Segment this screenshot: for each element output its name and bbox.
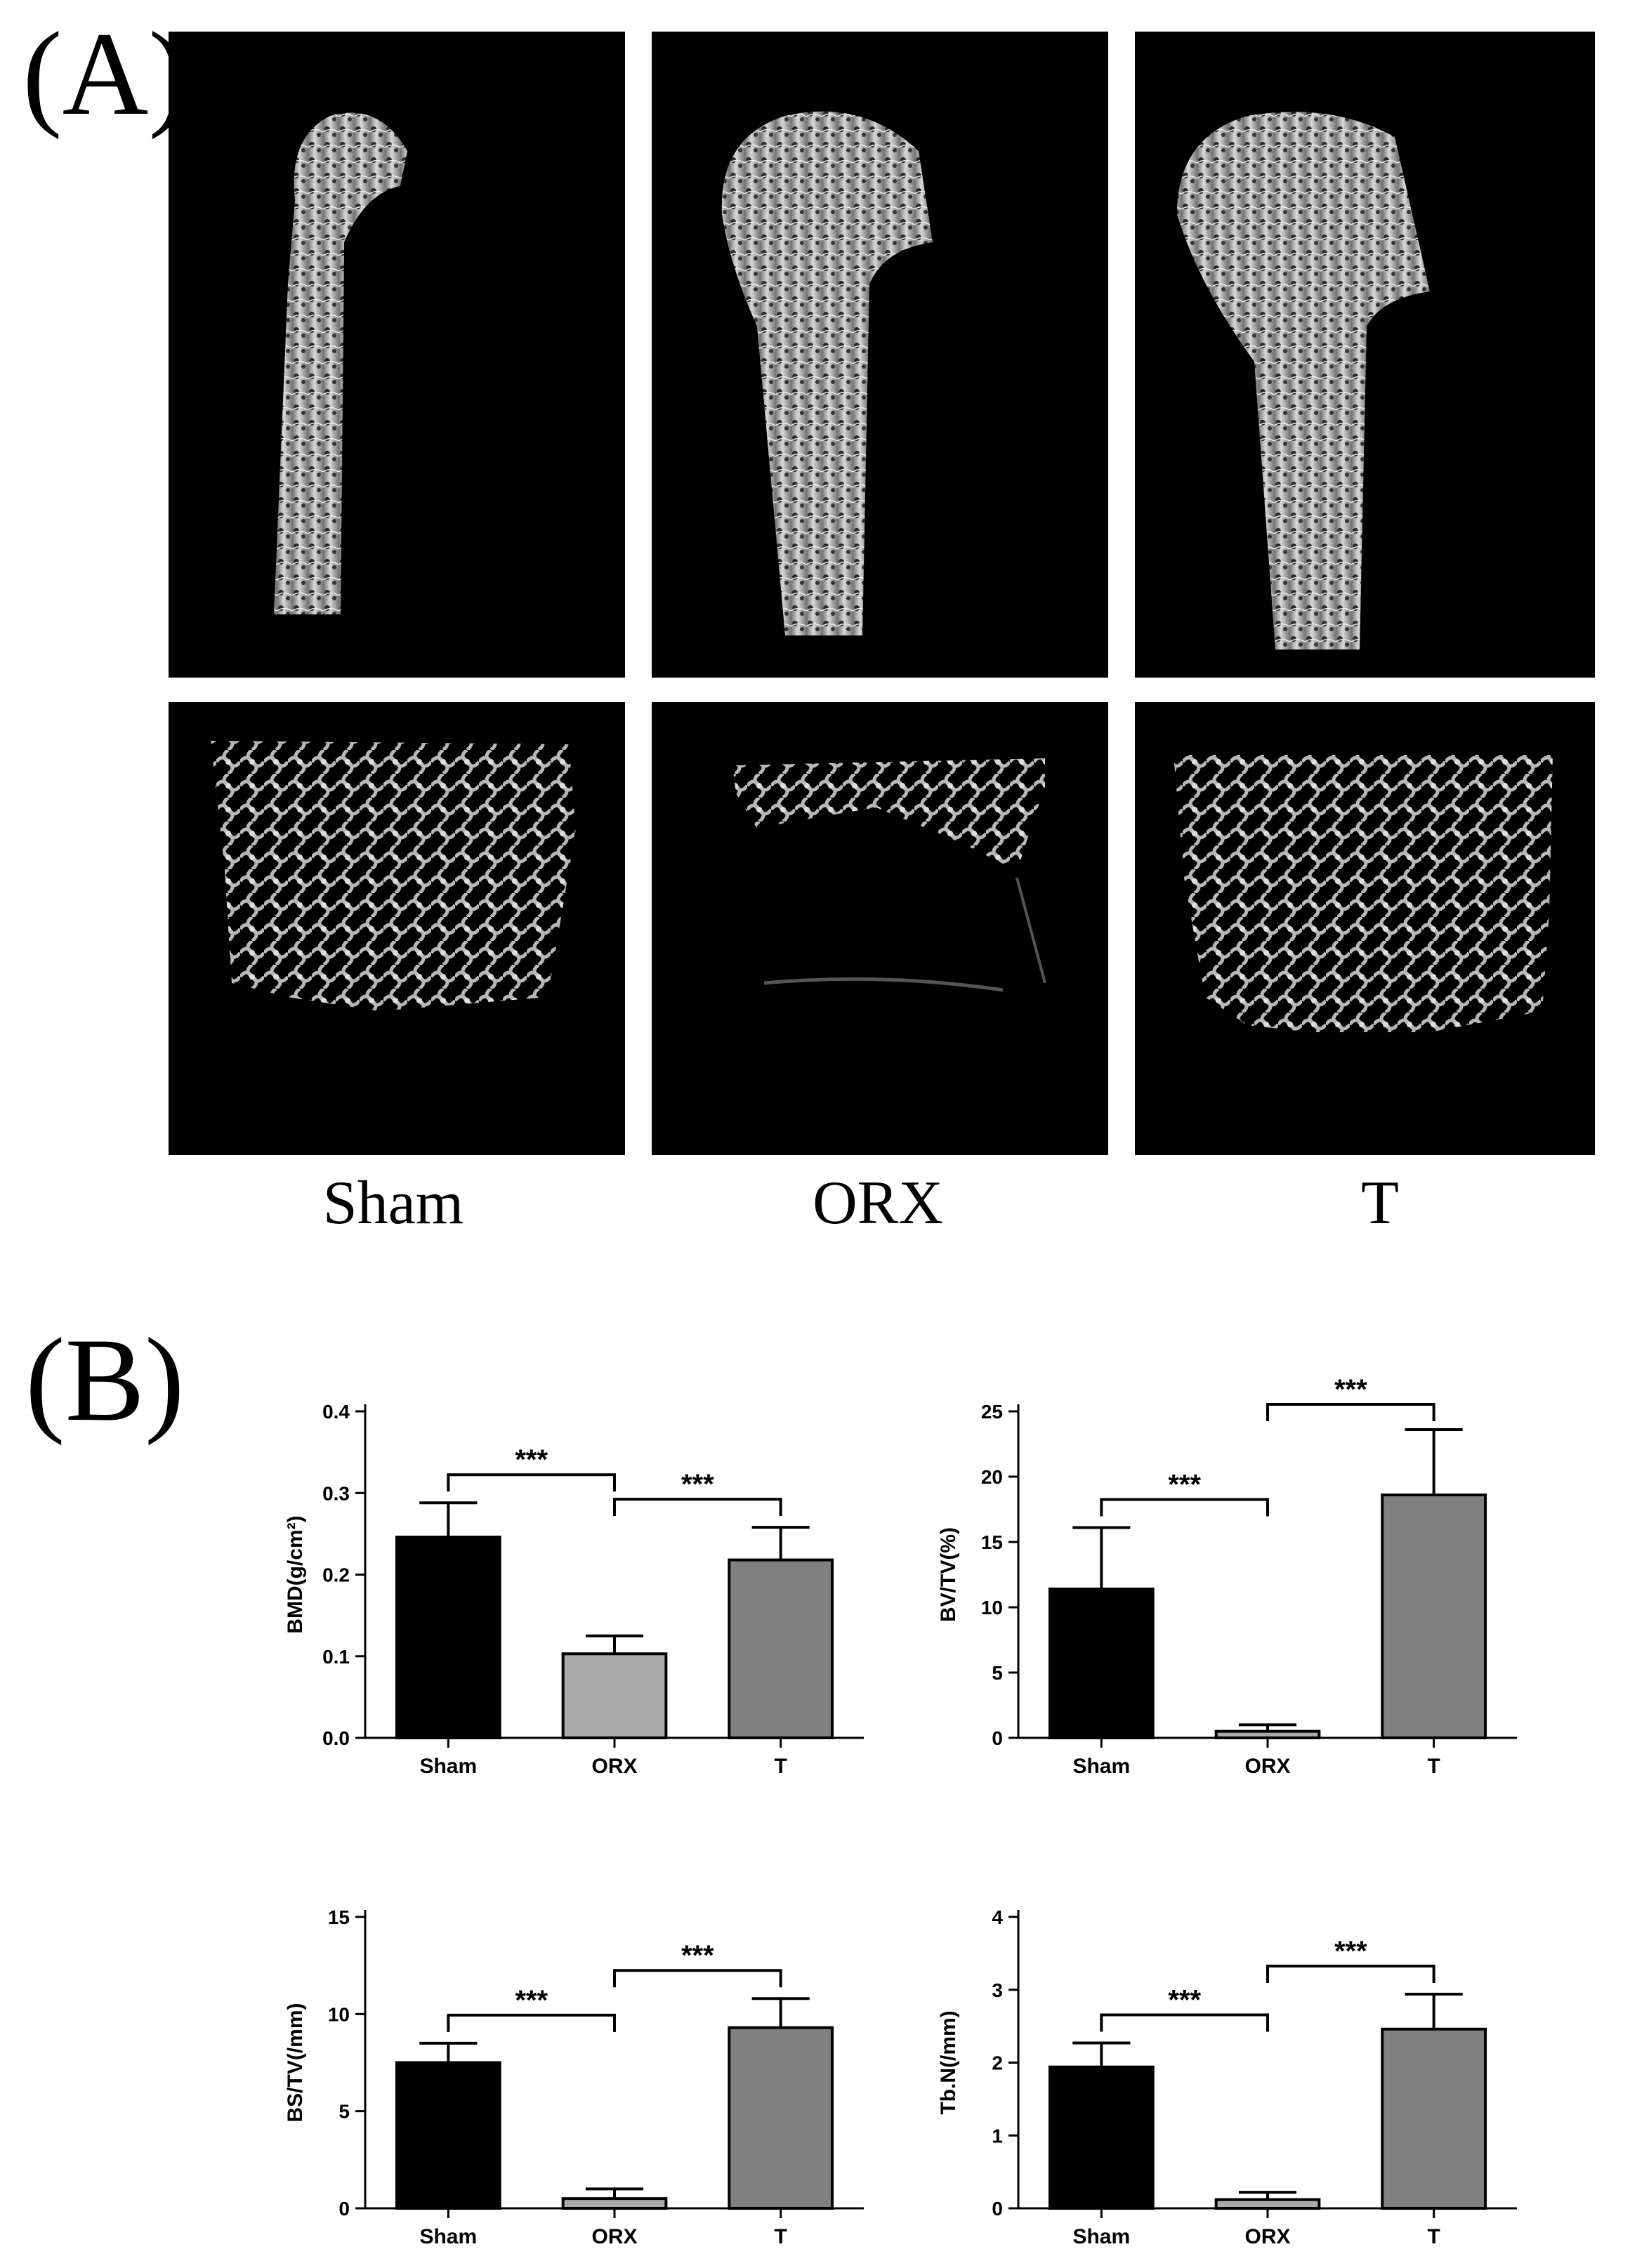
significance-label: *** — [681, 1940, 714, 1971]
bar-t — [728, 2026, 834, 2210]
bar-orx — [1214, 2198, 1321, 2210]
x-tick-label: Sham — [1072, 2225, 1130, 2248]
chart-tb-n: Tb.N(/mm) 0 1 2 3 4 Sham ORX T *** *** — [927, 1868, 1545, 2268]
femur-image-orx — [652, 32, 1108, 678]
bar-sham — [1048, 1587, 1155, 1739]
x-tick-label: Sham — [419, 2225, 477, 2248]
bar-orx — [561, 1652, 668, 1740]
significance-label: *** — [515, 1444, 548, 1475]
significance-label: *** — [1168, 1470, 1201, 1501]
bar-sham — [395, 2061, 501, 2210]
trabecular-image-sham — [169, 702, 625, 1155]
x-tick-label: ORX — [591, 1755, 637, 1778]
y-tick-label: 2 — [992, 2052, 1003, 2074]
x-tick-label: T — [1428, 2225, 1440, 2248]
x-tick-label: T — [775, 1755, 787, 1778]
y-tick-label: 0.3 — [322, 1482, 350, 1504]
panel-a-label: (A) — [22, 8, 188, 140]
y-tick-label: 15 — [328, 1906, 350, 1928]
trabecular-image-orx — [652, 702, 1108, 1155]
panel-b-label: (B) — [25, 1314, 185, 1446]
x-tick-label: Sham — [1072, 1755, 1130, 1778]
group-label-t: T — [1361, 1169, 1399, 1237]
significance-label: *** — [1168, 1984, 1201, 2015]
y-tick-label: 0.2 — [322, 1564, 350, 1586]
significance-bracket — [447, 1473, 616, 1492]
y-tick-label: 0.4 — [322, 1401, 350, 1423]
trabecular-image-t — [1135, 702, 1595, 1155]
bar-orx — [1214, 1729, 1321, 1740]
bar-orx — [561, 2197, 668, 2210]
chart-bs-tv: BS/TV(/mm) 0 5 10 15 Sham ORX T *** *** — [274, 1868, 892, 2268]
significance-label: *** — [515, 1985, 548, 2016]
x-tick-label: ORX — [1244, 2225, 1290, 2248]
y-tick-label: 25 — [981, 1401, 1003, 1423]
bar-sham — [395, 1536, 501, 1739]
y-tick-label: 0 — [992, 2198, 1003, 2220]
y-tick-label: 0 — [339, 2198, 350, 2220]
significance-label: *** — [681, 1469, 714, 1500]
chart-bv-tv: BV/TV(%) 0 5 10 15 20 25 Sham ORX T *** *** — [927, 1362, 1545, 1798]
y-axis-label: BS/TV(/mm) — [284, 2003, 307, 2122]
y-tick-label: 10 — [328, 2003, 350, 2025]
y-tick-label: 4 — [992, 1906, 1003, 1928]
y-tick-label: 15 — [981, 1531, 1003, 1553]
x-tick-label: T — [775, 2225, 787, 2248]
y-tick-label: 5 — [992, 1662, 1003, 1684]
y-axis-label: BMD(g/cm²) — [284, 1515, 307, 1633]
x-tick-label: ORX — [591, 2225, 637, 2248]
y-tick-label: 1 — [992, 2125, 1003, 2147]
x-tick-label: ORX — [1244, 1755, 1290, 1778]
x-tick-label: Sham — [419, 1755, 477, 1778]
y-tick-label: 3 — [992, 1979, 1003, 2001]
significance-bracket — [1100, 2013, 1269, 2032]
y-tick-label: 10 — [981, 1597, 1003, 1618]
bar-t — [1381, 2027, 1487, 2210]
x-tick-label: T — [1428, 1755, 1440, 1778]
y-tick-label: 0.0 — [322, 1727, 350, 1749]
significance-label: *** — [1334, 1936, 1367, 1967]
significance-label: *** — [1334, 1374, 1367, 1405]
significance-bracket — [613, 1969, 782, 1988]
y-tick-label: 0.1 — [322, 1646, 350, 1668]
y-axis-label: Tb.N(/mm) — [937, 2010, 960, 2114]
femur-image-t — [1135, 32, 1595, 678]
group-label-sham: Sham — [322, 1169, 464, 1237]
y-axis-label: BV/TV(%) — [937, 1527, 960, 1622]
y-tick-label: 20 — [981, 1466, 1003, 1488]
y-tick-label: 0 — [992, 1727, 1003, 1749]
bar-t — [1381, 1494, 1487, 1739]
bar-t — [728, 1558, 834, 1740]
bar-sham — [1048, 2065, 1155, 2210]
significance-bracket — [1266, 1403, 1435, 1421]
group-label-orx: ORX — [813, 1169, 943, 1237]
femur-image-sham — [169, 32, 625, 678]
chart-bmd: BMD(g/cm²) 0.0 0.1 0.2 0.3 0.4 Sham ORX T *** *** — [274, 1362, 892, 1798]
significance-bracket — [613, 1498, 782, 1517]
significance-bracket — [1100, 1498, 1269, 1517]
significance-bracket — [447, 2013, 616, 2032]
y-tick-label: 5 — [339, 2101, 350, 2123]
significance-bracket — [1266, 1964, 1435, 1983]
